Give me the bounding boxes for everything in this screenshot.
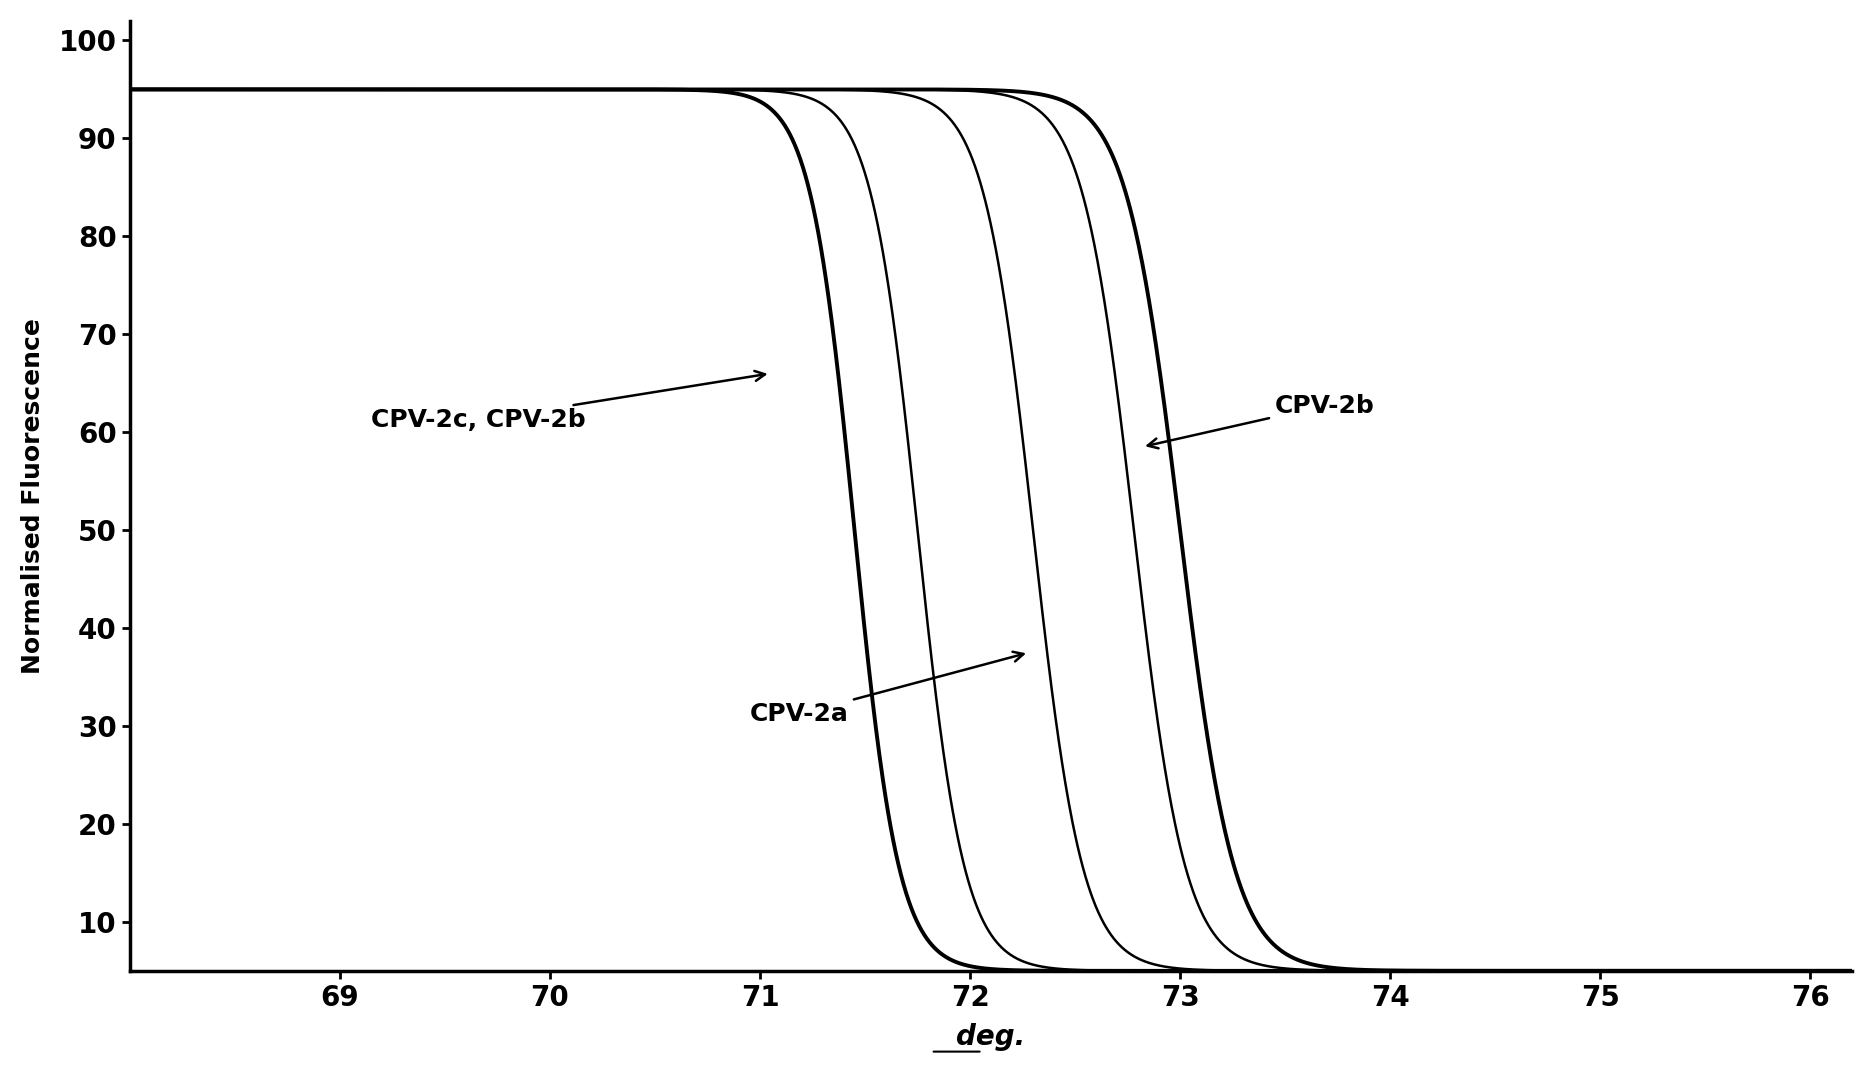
Text: CPV-2a: CPV-2a xyxy=(749,652,1023,726)
Text: CPV-2b: CPV-2b xyxy=(1148,393,1375,448)
X-axis label: deg.: deg. xyxy=(957,1023,1026,1052)
Text: CPV-2c, CPV-2b: CPV-2c, CPV-2b xyxy=(371,371,764,432)
Y-axis label: Normalised Fluorescence: Normalised Fluorescence xyxy=(21,318,45,674)
